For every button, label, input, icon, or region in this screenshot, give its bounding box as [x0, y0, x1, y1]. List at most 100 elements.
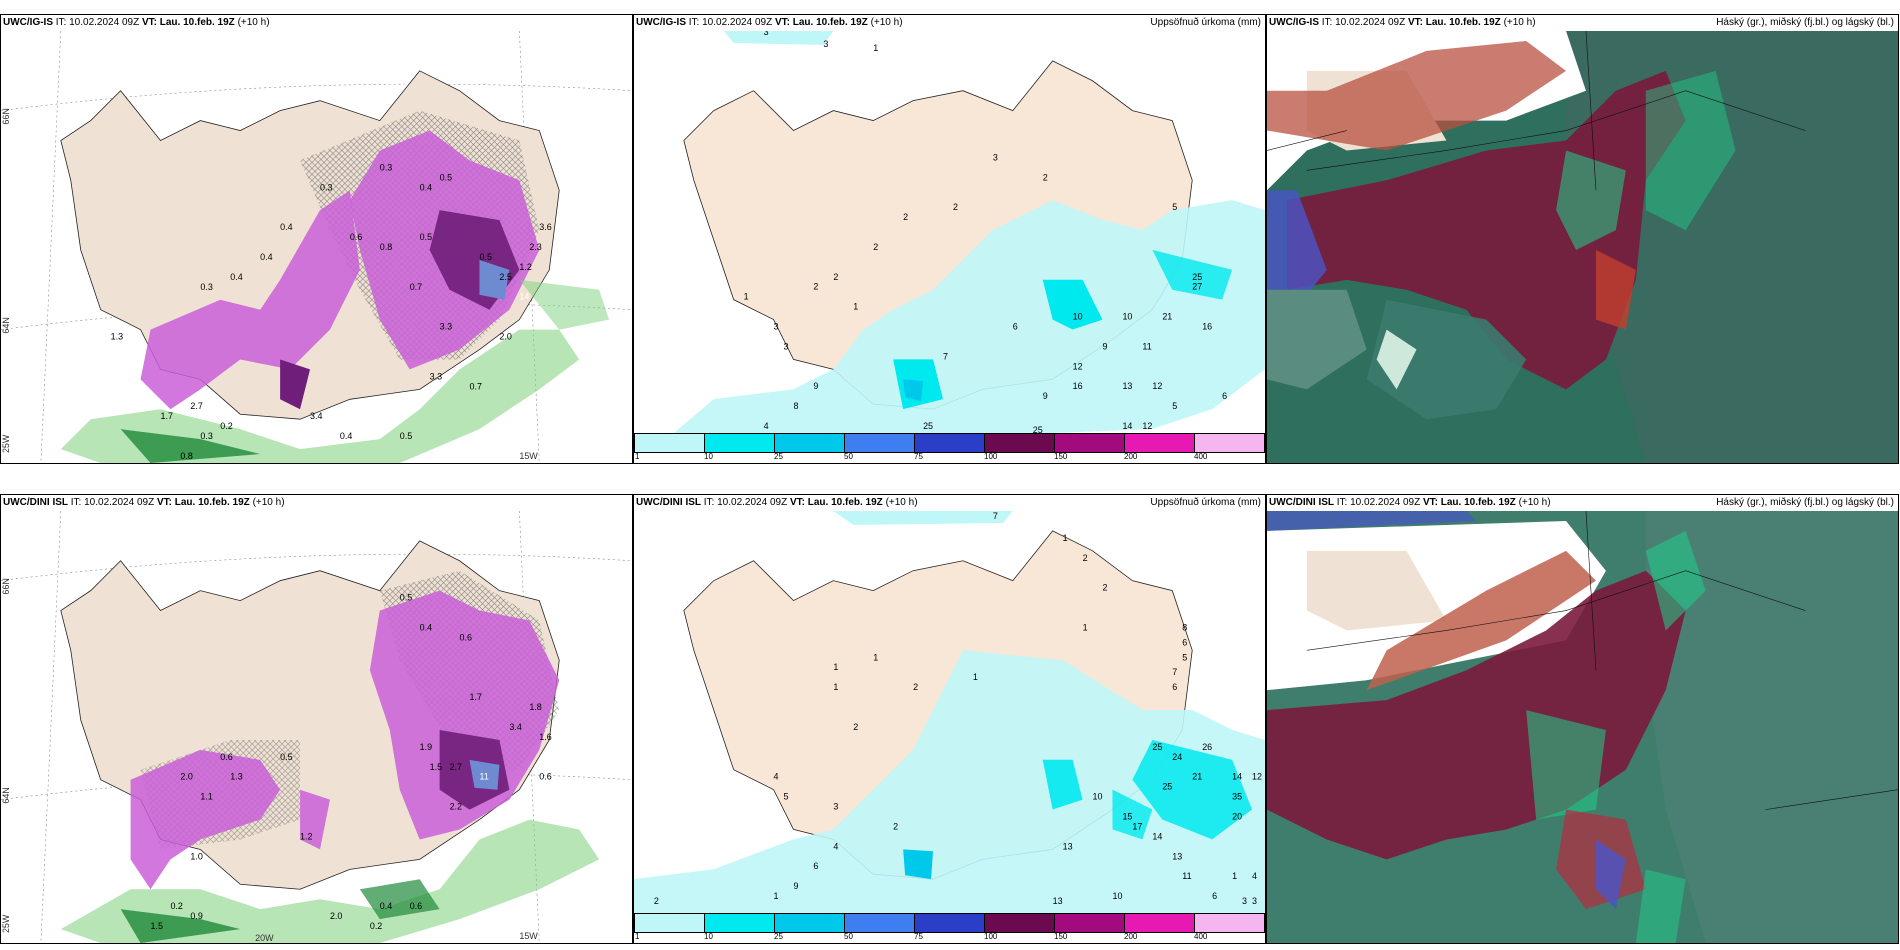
svg-text:2.3: 2.3	[529, 242, 541, 252]
svg-text:5: 5	[784, 792, 789, 802]
cloud-high	[1286, 70, 1686, 390]
colorbar-tick: 50	[844, 932, 853, 941]
svg-text:3: 3	[1242, 896, 1247, 906]
svg-text:3: 3	[764, 31, 769, 37]
panel-header: UWC/IG-IS IT: 10.02.2024 09Z VT: Lau. 10…	[1, 15, 632, 31]
svg-text:64N: 64N	[1, 317, 11, 333]
colorbar-tick: 10	[704, 932, 713, 941]
svg-text:0.6: 0.6	[410, 901, 422, 911]
svg-text:7: 7	[1172, 667, 1177, 677]
svg-text:0.7: 0.7	[410, 282, 422, 292]
svg-text:2: 2	[903, 212, 908, 222]
panel-header: UWC/DINI ISL IT: 10.02.2024 09Z VT: Lau.…	[1267, 495, 1898, 511]
svg-text:1: 1	[1083, 622, 1088, 632]
svg-text:2.5: 2.5	[499, 272, 511, 282]
svg-text:0.4: 0.4	[420, 182, 432, 192]
svg-text:5: 5	[1172, 202, 1177, 212]
svg-text:0.5: 0.5	[400, 593, 412, 603]
svg-text:0.3: 0.3	[380, 162, 392, 172]
svg-text:25W: 25W	[1, 434, 11, 453]
panel-title: Uppsöfnuð úrkoma (mm)	[1150, 497, 1261, 508]
svg-text:0.3: 0.3	[320, 182, 332, 192]
colorbar-swatch	[1124, 914, 1194, 932]
colorbar-swatch	[1124, 434, 1194, 452]
colorbar-tick: 25	[774, 932, 783, 941]
colorbar-swatch	[1194, 914, 1265, 932]
svg-text:10: 10	[1112, 891, 1122, 901]
svg-text:8: 8	[1182, 622, 1187, 632]
svg-text:1.7: 1.7	[470, 692, 482, 702]
svg-text:15W: 15W	[519, 451, 538, 461]
svg-text:13: 13	[1063, 841, 1073, 851]
svg-text:1.3: 1.3	[111, 332, 123, 342]
svg-text:1.9: 1.9	[420, 742, 432, 752]
panel-cloud-igis: UWC/IG-IS IT: 10.02.2024 09Z VT: Lau. 10…	[1266, 14, 1899, 464]
colorbar-tick: 200	[1124, 452, 1138, 461]
svg-text:2.2: 2.2	[450, 802, 462, 812]
colorbar-tick: 150	[1054, 452, 1068, 461]
svg-text:2: 2	[913, 682, 918, 692]
svg-text:21: 21	[1192, 772, 1202, 782]
svg-text:3: 3	[784, 341, 789, 351]
snow-band-west	[130, 749, 281, 890]
svg-text:0.9: 0.9	[190, 911, 202, 921]
panel-header: UWC/DINI ISL IT: 10.02.2024 09Z VT: Lau.…	[1, 495, 632, 511]
colorbar-tick: 75	[914, 452, 923, 461]
svg-text:0.4: 0.4	[380, 901, 392, 911]
svg-text:15W: 15W	[519, 931, 538, 941]
colorbar-swatch	[914, 914, 984, 932]
svg-text:1.7: 1.7	[160, 411, 172, 421]
precip-map: 3 3 1 3 2 2 2 1 2 2 1 2 3 3 9 8 4 7 6 9	[634, 31, 1265, 433]
colorbar-swatch	[1194, 434, 1265, 452]
svg-text:24: 24	[1172, 752, 1182, 762]
colorbar-swatch	[774, 914, 844, 932]
svg-text:3.4: 3.4	[509, 722, 521, 732]
svg-text:9: 9	[813, 381, 818, 391]
svg-text:7: 7	[993, 511, 998, 521]
svg-text:27: 27	[1192, 282, 1202, 292]
svg-text:6: 6	[1172, 682, 1177, 692]
panel-title: Háský (gr.), miðský (fj.bl.) og lágský (…	[1716, 497, 1894, 508]
colorbar-swatch	[844, 434, 914, 452]
svg-text:3.3: 3.3	[440, 322, 452, 332]
colorbar-tick: 10	[704, 452, 713, 461]
svg-text:9: 9	[1103, 341, 1108, 351]
precip-colorbar: 1 10 25 50 75 100 150 200 400	[634, 913, 1265, 943]
svg-text:1: 1	[1232, 871, 1237, 881]
svg-text:25: 25	[1033, 425, 1043, 433]
svg-text:0.7: 0.7	[470, 381, 482, 391]
panel-header: UWC/DINI ISL IT: 10.02.2024 09Z VT: Lau.…	[634, 495, 1265, 511]
svg-text:1.8: 1.8	[529, 702, 541, 712]
svg-text:0.4: 0.4	[340, 431, 352, 441]
svg-text:2.0: 2.0	[330, 911, 342, 921]
panel-header: UWC/IG-IS IT: 10.02.2024 09Z VT: Lau. 10…	[634, 15, 1265, 31]
panel-precip-igis: UWC/IG-IS IT: 10.02.2024 09Z VT: Lau. 10…	[633, 14, 1266, 464]
svg-text:3.4: 3.4	[310, 411, 322, 421]
panel-header: UWC/IG-IS IT: 10.02.2024 09Z VT: Lau. 10…	[1267, 15, 1898, 31]
svg-text:10: 10	[1073, 312, 1083, 322]
colorbar-swatch	[774, 434, 844, 452]
svg-text:2.7: 2.7	[450, 762, 462, 772]
svg-text:1.0: 1.0	[190, 851, 202, 861]
svg-text:1.5: 1.5	[430, 762, 442, 772]
svg-text:14: 14	[1232, 772, 1242, 782]
svg-text:2: 2	[953, 202, 958, 212]
svg-text:1: 1	[1063, 533, 1068, 543]
svg-text:25: 25	[1162, 782, 1172, 792]
colorbar-tick: 400	[1194, 932, 1208, 941]
snow-map: 0.3 0.4 0.3 0.4 0.5 0.3 0.4 0.4 0.6 0.8 …	[1, 31, 632, 463]
svg-text:2: 2	[833, 272, 838, 282]
panel-snow-igis: UWC/IG-IS IT: 10.02.2024 09Z VT: Lau. 10…	[0, 14, 633, 464]
svg-text:2.0: 2.0	[499, 332, 511, 342]
svg-text:66N: 66N	[1, 108, 11, 124]
svg-text:0.6: 0.6	[220, 752, 232, 762]
svg-text:1.2: 1.2	[519, 262, 531, 272]
svg-text:12: 12	[1073, 361, 1083, 371]
svg-text:1.6: 1.6	[539, 732, 551, 742]
colorbar-swatch	[984, 434, 1054, 452]
svg-text:0.2: 0.2	[370, 921, 382, 931]
svg-text:3.3: 3.3	[430, 371, 442, 381]
svg-text:0.2: 0.2	[220, 421, 232, 431]
svg-text:0.4: 0.4	[230, 272, 242, 282]
colorbar-tick: 100	[984, 452, 998, 461]
